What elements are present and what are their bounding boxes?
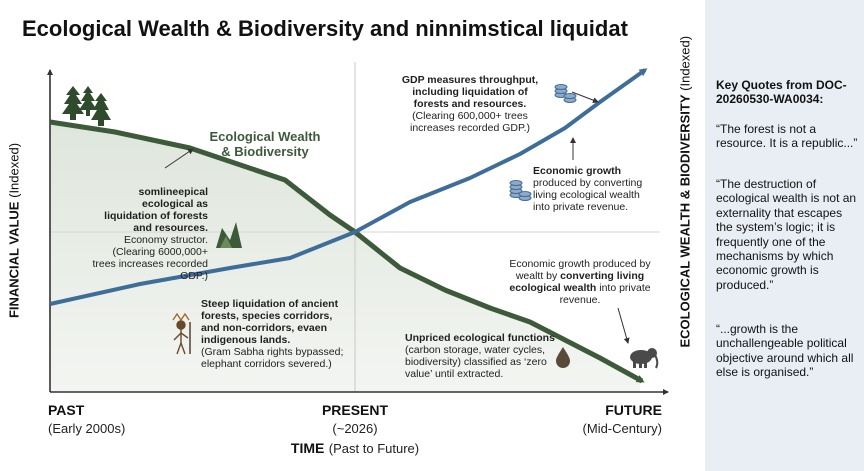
left-axis-unit: (Indexed) bbox=[6, 142, 22, 198]
ecological-series-label: Ecological Wealth & Biodiversity bbox=[205, 129, 325, 160]
ecological-label-line2: & Biodiversity bbox=[221, 143, 309, 159]
quote-3: “...growth is the unchallengeable politi… bbox=[716, 322, 854, 380]
ecological-wealth-area bbox=[50, 122, 640, 392]
right-axis-unit: (Indexed) bbox=[677, 35, 693, 91]
pointer-left bbox=[164, 148, 194, 169]
unpriced-annotation-text: (carbon storage, water cycles, biodivers… bbox=[405, 344, 547, 381]
coin-stack-icon bbox=[509, 180, 532, 201]
gdp-annotation-title: GDP measures throughput, including liqui… bbox=[401, 74, 539, 111]
tick-present-label: PRESENT bbox=[321, 402, 389, 418]
tick-future: FUTURE (Mid-Century) bbox=[572, 402, 662, 439]
tick-present-sub: (~2026) bbox=[332, 421, 378, 437]
tick-future-label: FUTURE bbox=[605, 402, 662, 418]
growth-annotation-text: produced by converting living ecological… bbox=[533, 177, 643, 214]
left-annotation-note: (Clearing 6000,000+ trees increases reco… bbox=[92, 246, 208, 283]
lower-right-annotation: Economic growth produced by wealtt by co… bbox=[505, 258, 655, 306]
pine-trees-icon bbox=[62, 86, 111, 126]
steep-annotation-bold: Steep liquidation of ancient forests, sp… bbox=[201, 298, 339, 347]
lower-right-bold: converting living ecological wealth bbox=[509, 270, 645, 295]
tick-past-label: PAST bbox=[48, 402, 85, 418]
ecological-label-line1: Ecological Wealth bbox=[209, 129, 321, 144]
unpriced-annotation-bold: Unpriced ecological functions bbox=[405, 332, 555, 344]
x-axis-title-name: TIME bbox=[290, 440, 325, 456]
steep-liquidation-annotation: Steep liquidation of ancient forests, sp… bbox=[201, 298, 351, 370]
steep-annotation-note: (Gram Sabha rights bypassed; elephant co… bbox=[201, 346, 344, 371]
diagram-canvas bbox=[47, 62, 669, 395]
x-axis-title-sub: (Past to Future) bbox=[328, 441, 420, 456]
tick-present: PRESENT (~2026) bbox=[305, 402, 405, 439]
quote-2: “The destruction of ecological wealth is… bbox=[716, 177, 857, 292]
lower-right-post: into private revenue. bbox=[559, 282, 651, 307]
gdp-annotation: GDP measures throughput, including liqui… bbox=[395, 74, 545, 134]
left-annotation: somlineepical ecological as liquidation … bbox=[88, 186, 208, 283]
unpriced-functions-annotation: Unpriced ecological functions (carbon st… bbox=[405, 332, 555, 380]
x-axis-title: TIME (Past to Future) bbox=[230, 440, 480, 458]
left-annotation-text: Economy structor. bbox=[123, 234, 208, 247]
quotes-sidebar: Key Quotes from DOC-20260530-WA0034: “Th… bbox=[705, 0, 864, 471]
lower-right-pre: Economic growth produced by wealtt by bbox=[509, 258, 651, 283]
right-axis-name: ECOLOGICAL WEALTH & BIODIVERSITY bbox=[677, 94, 693, 348]
financial-value-line bbox=[49, 68, 648, 306]
forest-chip-icon bbox=[216, 222, 242, 248]
gdp-annotation-note: (Clearing 600,000+ trees increases recor… bbox=[409, 110, 531, 135]
quote-1: “The forest is not a resource. It is a r… bbox=[716, 122, 858, 151]
growth-annotation: Economic growth produced by converting l… bbox=[533, 165, 658, 213]
coin-stack-icon bbox=[554, 84, 577, 103]
pointer-gdp bbox=[571, 91, 599, 104]
left-axis-label: FINANCIAL VALUE (Indexed) bbox=[7, 141, 22, 321]
tick-future-sub: (Mid-Century) bbox=[582, 421, 662, 437]
right-axis-label: ECOLOGICAL WEALTH & BIODIVERSITY (Indexe… bbox=[678, 36, 693, 348]
quotes-heading: Key Quotes from DOC-20260530-WA0034: bbox=[716, 78, 847, 107]
tribal-figure-icon bbox=[172, 312, 191, 355]
water-drop-icon bbox=[556, 347, 570, 368]
left-axis-name: FINANCIAL VALUE bbox=[6, 201, 22, 319]
page-title: Ecological Wealth & Biodiversity and nin… bbox=[22, 16, 628, 41]
tick-past: PAST (Early 2000s) bbox=[48, 402, 125, 439]
elephant-icon bbox=[630, 348, 659, 369]
pointer-lower-right bbox=[617, 307, 630, 344]
growth-annotation-bold: Economic growth bbox=[533, 165, 622, 177]
ecological-wealth-line bbox=[49, 119, 645, 384]
tick-past-sub: (Early 2000s) bbox=[48, 421, 126, 437]
left-annotation-bold: somlineepical ecological as liquidation … bbox=[104, 186, 208, 235]
